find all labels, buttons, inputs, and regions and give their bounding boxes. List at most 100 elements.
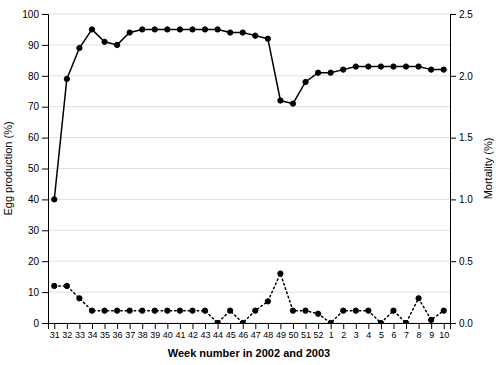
y-tick-label: 20 (28, 256, 40, 267)
x-tick-mark (368, 323, 369, 329)
point (403, 320, 408, 323)
y-tick-mark (42, 45, 48, 46)
x-tick-label: 33 (75, 330, 85, 340)
x-tick: 40 (163, 323, 173, 340)
x-tick-label: 32 (62, 330, 72, 340)
x-tick-label: 43 (201, 330, 211, 340)
grid-line (48, 44, 450, 45)
x-tick-mark (167, 323, 168, 329)
x-tick-mark (218, 323, 219, 329)
grid-line (48, 230, 450, 231)
x-tick-mark (155, 323, 156, 329)
x-tick-mark (343, 323, 344, 329)
x-tick-label: 49 (276, 330, 286, 340)
x-tick: 8 (417, 323, 422, 340)
x-tick: 36 (113, 323, 123, 340)
x-tick: 3 (354, 323, 359, 340)
x-tick-label: 31 (50, 330, 60, 340)
x-tick-mark (130, 323, 131, 329)
y-tick-mark (42, 14, 48, 15)
x-tick-mark (67, 323, 68, 329)
point (353, 308, 358, 313)
y-tick-label: 50 (28, 163, 40, 174)
axis-line (49, 324, 451, 330)
x-tick-label: 50 (288, 330, 298, 340)
y-tick-label: 10 (28, 287, 40, 298)
x-tick-label: 44 (213, 330, 223, 340)
point (228, 30, 233, 35)
y-tick: 50 (28, 163, 48, 174)
point (89, 308, 94, 313)
y-tick: 100 (22, 9, 48, 20)
point (429, 317, 434, 322)
grid-line (48, 261, 450, 262)
point (140, 308, 145, 313)
point (253, 33, 258, 38)
grid-line (48, 168, 450, 169)
x-tick-mark (431, 323, 432, 329)
y2-tick-mark (450, 323, 456, 324)
point (240, 320, 245, 323)
x-tick-label: 46 (238, 330, 248, 340)
x-tick: 50 (288, 323, 298, 340)
y2-tick: 2.5 (450, 9, 473, 20)
y-tick: 20 (28, 256, 48, 267)
x-tick-label: 6 (391, 330, 396, 340)
y-tick: 0 (33, 318, 48, 329)
point (391, 64, 396, 69)
plot: 3132333435363738394041424344454647484950… (22, 9, 473, 341)
y2-tick-mark (450, 138, 456, 139)
y-axis: 0102030405060708090100 (22, 9, 48, 329)
x-tick-mark (444, 323, 445, 329)
point (441, 308, 446, 313)
x-tick-label: 8 (417, 330, 422, 340)
x-tick: 39 (150, 323, 160, 340)
point (290, 101, 295, 106)
y2-tick-label: 2.5 (459, 9, 473, 20)
y2-tick-mark (450, 14, 456, 15)
x-tick-mark (243, 323, 244, 329)
x-tick: 41 (175, 323, 185, 340)
x-tick-mark (293, 323, 294, 329)
x-tick: 5 (379, 323, 384, 340)
point (177, 27, 182, 32)
point (64, 76, 69, 81)
x-tick-label: 7 (404, 330, 409, 340)
x-tick-label: 51 (301, 330, 311, 340)
point (89, 27, 94, 32)
x-tick-mark (105, 323, 106, 329)
y2-axis-title: Mortality (%) (482, 138, 494, 200)
point (127, 308, 132, 313)
point (152, 27, 157, 32)
x-tick: 10 (439, 323, 449, 340)
x-tick-label: 52 (314, 330, 324, 340)
y-tick-mark (42, 199, 48, 200)
x-tick-mark (331, 323, 332, 329)
point (378, 64, 383, 69)
point (114, 308, 119, 313)
x-tick: 45 (226, 323, 236, 340)
series (52, 27, 447, 202)
axis-line (42, 15, 49, 324)
y-tick-label: 70 (28, 101, 40, 112)
point (228, 308, 233, 313)
x-tick-label: 47 (251, 330, 261, 340)
y-tick-mark (42, 138, 48, 139)
x-tick-label: 45 (226, 330, 236, 340)
point (278, 271, 283, 276)
axis-line (451, 15, 457, 324)
grid-line (48, 14, 450, 15)
x-tick-label: 1 (329, 330, 334, 340)
point (328, 70, 333, 75)
x-tick-mark (255, 323, 256, 329)
series (52, 271, 447, 323)
x-tick: 48 (263, 323, 273, 340)
point (152, 308, 157, 313)
y2-tick: 2.0 (450, 71, 473, 82)
point (202, 27, 207, 32)
x-tick-mark (54, 323, 55, 329)
x-tick: 33 (75, 323, 85, 340)
y-tick-label: 30 (28, 225, 40, 236)
y-tick-mark (42, 76, 48, 77)
x-tick: 34 (87, 323, 97, 340)
